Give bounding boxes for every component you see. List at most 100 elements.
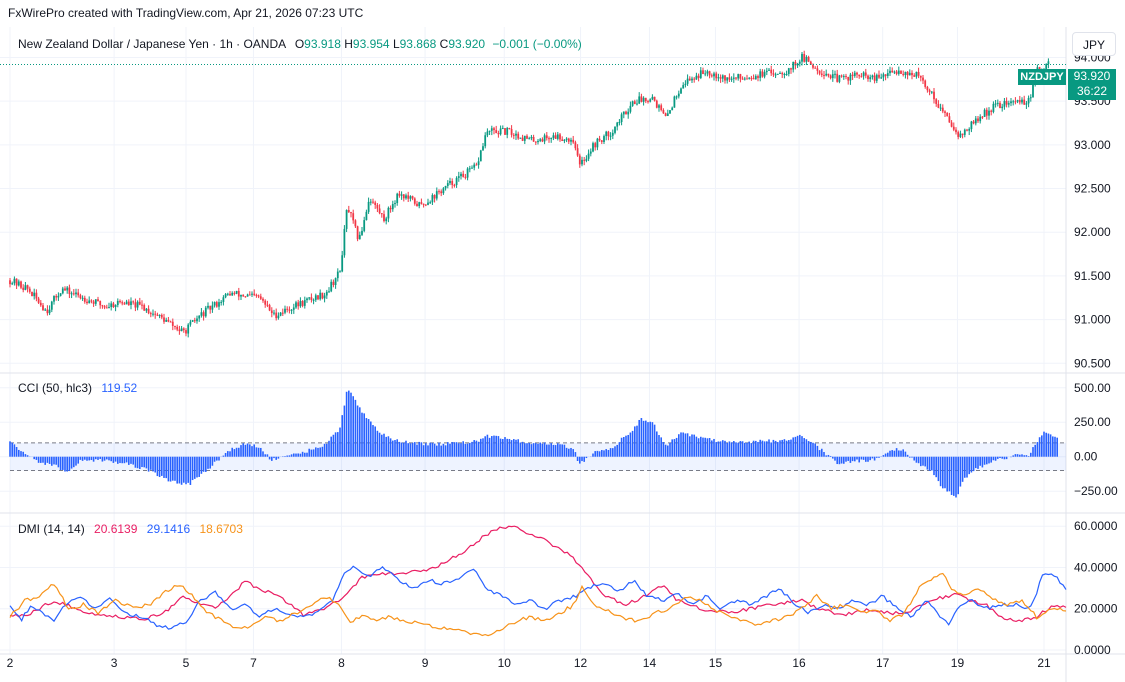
cci-bar — [627, 434, 629, 457]
candle — [845, 73, 847, 80]
candle — [385, 216, 388, 225]
cci-bar — [354, 399, 357, 457]
cci-bar — [178, 456, 181, 484]
cci-bar — [213, 456, 216, 462]
candle — [314, 293, 317, 302]
y-tick-label: 90.500 — [1074, 356, 1111, 370]
cci-bar — [882, 455, 885, 457]
cci-bar — [774, 440, 777, 457]
cci-bar — [257, 447, 260, 457]
candle — [345, 209, 348, 233]
cci-bar — [161, 456, 163, 476]
open-label: O — [294, 37, 305, 51]
cci-bar — [295, 453, 297, 457]
candle — [631, 100, 634, 107]
cci-bar — [649, 421, 651, 457]
cci-bar — [726, 442, 728, 457]
cci-bar — [123, 456, 126, 464]
y-tick-label: 40.0000 — [1074, 560, 1118, 574]
candle — [627, 108, 630, 119]
candle — [59, 293, 62, 297]
cci-bar — [312, 449, 315, 457]
cci-bar — [130, 456, 132, 464]
cci-bar — [911, 456, 913, 458]
candle — [53, 295, 55, 305]
cci-bar — [62, 456, 64, 470]
cci-bar — [770, 442, 772, 457]
candle — [512, 133, 515, 140]
cci-bar — [205, 456, 207, 472]
candle — [732, 73, 735, 83]
cci-bar — [972, 456, 975, 472]
cci-bar — [1038, 437, 1041, 457]
cci-bar — [1052, 436, 1054, 457]
candle — [807, 55, 810, 63]
candle — [772, 69, 775, 77]
cci-bar — [849, 456, 852, 463]
candle — [284, 305, 286, 315]
candle — [719, 74, 722, 83]
cci-bar — [238, 447, 240, 457]
candle — [642, 96, 645, 106]
candle — [431, 193, 434, 205]
candle — [583, 156, 586, 166]
cci-bar — [40, 456, 42, 463]
cci-bar — [640, 418, 643, 457]
candle — [477, 157, 480, 169]
y-tick-label: 500.00 — [1074, 381, 1111, 395]
candle — [20, 280, 22, 290]
cci-bar — [766, 441, 768, 457]
cci-bar — [695, 436, 698, 457]
candle — [576, 144, 579, 157]
y-axis-labels: 90.50091.00091.50092.00092.50093.00093.5… — [1074, 50, 1118, 657]
close-label: C — [439, 37, 449, 51]
cci-bar — [440, 445, 442, 457]
candle — [625, 110, 627, 115]
x-tick-label: 5 — [183, 656, 190, 670]
candle — [1045, 63, 1048, 70]
candle — [600, 139, 603, 145]
candle — [796, 62, 799, 68]
x-tick-label: 3 — [111, 656, 118, 670]
cci-bar — [207, 456, 209, 469]
candle — [585, 155, 588, 163]
chart-canvas[interactable]: 90.50091.00091.50092.00092.50093.00093.5… — [0, 27, 1125, 682]
candle — [83, 295, 86, 304]
candle — [955, 127, 957, 135]
cci-bar — [174, 456, 176, 481]
candle — [105, 304, 108, 309]
cci-bar — [154, 456, 156, 473]
candle — [801, 52, 803, 66]
cci-bar — [488, 437, 491, 457]
candlestick-series — [9, 50, 1050, 338]
candle — [145, 307, 148, 313]
candle — [288, 306, 291, 314]
cci-bar — [304, 452, 306, 457]
cci-bar — [367, 419, 370, 457]
candle — [264, 299, 267, 308]
cci-bar — [482, 438, 484, 457]
candle — [429, 200, 432, 204]
candle — [966, 128, 968, 132]
candle — [926, 85, 929, 93]
cci-bar — [585, 456, 588, 459]
x-tick-label: 12 — [574, 656, 588, 670]
cci-bar — [356, 405, 359, 457]
candle — [114, 304, 117, 312]
candle — [42, 302, 44, 311]
dmi-line — [9, 565, 1067, 630]
cci-bar — [847, 456, 849, 461]
cci-bar — [110, 456, 112, 462]
cci-bar — [451, 442, 453, 457]
cci-bar — [990, 456, 992, 463]
cci-bar — [823, 451, 825, 457]
candle — [1001, 103, 1004, 112]
cci-bar — [851, 456, 854, 462]
candle — [532, 134, 535, 142]
currency-button[interactable]: JPY — [1072, 32, 1116, 56]
cci-bar — [739, 441, 742, 457]
cci-bar — [733, 441, 735, 457]
candle — [361, 227, 363, 236]
cci-bar — [431, 442, 434, 457]
candle — [878, 70, 880, 79]
